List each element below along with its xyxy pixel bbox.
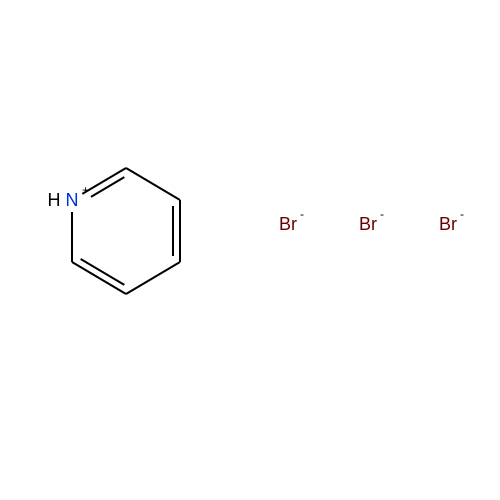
- bond: [126, 262, 180, 294]
- nitrogen-atom: N: [66, 190, 79, 210]
- bromine-charge: -: [300, 207, 304, 221]
- bromide-ion: Br-: [279, 207, 304, 234]
- bromine-label: Br: [359, 214, 377, 234]
- bromide-ion: Br-: [359, 207, 384, 234]
- nitrogen-label: HN+: [48, 183, 90, 210]
- hydrogen-atom: H: [48, 190, 61, 210]
- bromide-ion: Br-: [439, 207, 464, 234]
- bond: [72, 262, 126, 294]
- bromine-label: Br: [439, 214, 457, 234]
- bond: [126, 168, 180, 200]
- bond-inner: [91, 177, 124, 197]
- bromine-label: Br: [279, 214, 297, 234]
- chemical-structure-diagram: HN+Br-Br-Br-: [0, 0, 500, 500]
- nitrogen-charge: +: [82, 183, 89, 197]
- bromine-charge: -: [460, 207, 464, 221]
- bromine-charge: -: [380, 207, 384, 221]
